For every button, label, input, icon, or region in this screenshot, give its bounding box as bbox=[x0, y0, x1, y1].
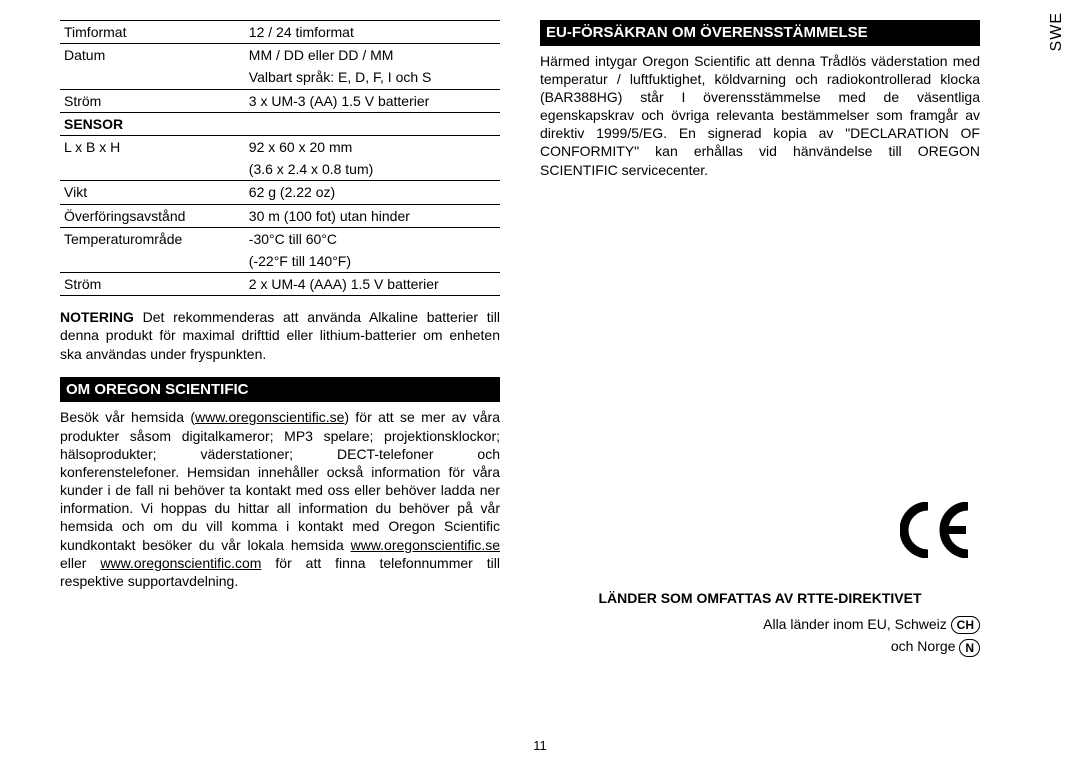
page-number: 11 bbox=[533, 738, 547, 753]
country-code-ch: CH bbox=[951, 616, 980, 634]
countries-text: Alla länder inom EU, Schweiz bbox=[763, 616, 951, 632]
spec-label: Datum bbox=[60, 44, 245, 67]
about-text: Besök vår hemsida ( bbox=[60, 409, 195, 425]
countries-text: och Norge bbox=[891, 638, 959, 654]
table-row: Ström3 x UM-3 (AA) 1.5 V batterier bbox=[60, 89, 500, 112]
table-row: (-22°F till 140°F) bbox=[60, 250, 500, 273]
table-row: DatumMM / DD eller DD / MM bbox=[60, 44, 500, 67]
about-text: eller bbox=[60, 555, 100, 571]
spec-label bbox=[60, 158, 245, 181]
page-content: Timformat12 / 24 timformat DatumMM / DD … bbox=[0, 0, 1080, 668]
spec-value: MM / DD eller DD / MM bbox=[245, 44, 500, 67]
spec-value: 30 m (100 fot) utan hinder bbox=[245, 204, 500, 227]
right-column: EU-FÖRSÄKRAN OM ÖVERENSSTÄMMELSE Härmed … bbox=[540, 20, 980, 658]
spec-label bbox=[60, 250, 245, 273]
eu-heading: EU-FÖRSÄKRAN OM ÖVERENSSTÄMMELSE bbox=[540, 20, 980, 46]
table-row: Timformat12 / 24 timformat bbox=[60, 21, 500, 44]
left-column: Timformat12 / 24 timformat DatumMM / DD … bbox=[60, 20, 500, 658]
countries-line-1: Alla länder inom EU, Schweiz CH bbox=[540, 613, 980, 635]
note-label: NOTERING bbox=[60, 309, 134, 325]
note-paragraph: NOTERING Det rekommenderas att använda A… bbox=[60, 308, 500, 363]
spec-table-main: Timformat12 / 24 timformat DatumMM / DD … bbox=[60, 20, 500, 296]
spec-value: 3 x UM-3 (AA) 1.5 V batterier bbox=[245, 89, 500, 112]
sensor-header: SENSOR bbox=[60, 112, 500, 135]
spec-label: Temperaturområde bbox=[60, 227, 245, 250]
table-row: (3.6 x 2.4 x 0.8 tum) bbox=[60, 158, 500, 181]
spec-label: Överföringsavstånd bbox=[60, 204, 245, 227]
table-section-header: SENSOR bbox=[60, 112, 500, 135]
spec-label: Timformat bbox=[60, 21, 245, 44]
table-row: Temperaturområde-30°C till 60°C bbox=[60, 227, 500, 250]
about-link-2[interactable]: www.oregonscientific.se bbox=[351, 537, 500, 553]
countries-line-2: och Norge N bbox=[540, 635, 980, 657]
ce-mark-icon bbox=[540, 499, 980, 577]
spec-value: (3.6 x 2.4 x 0.8 tum) bbox=[245, 158, 500, 181]
table-row: Valbart språk: E, D, F, I och S bbox=[60, 66, 500, 89]
about-text: ) för att se mer av våra produkter såsom… bbox=[60, 409, 500, 552]
spec-label: Ström bbox=[60, 273, 245, 296]
spec-label: L x B x H bbox=[60, 135, 245, 158]
ce-svg bbox=[900, 502, 980, 558]
language-tab: SWE bbox=[1048, 12, 1066, 51]
about-paragraph: Besök vår hemsida (www.oregonscientific.… bbox=[60, 408, 500, 590]
table-row: L x B x H92 x 60 x 20 mm bbox=[60, 135, 500, 158]
table-row: Vikt62 g (2.22 oz) bbox=[60, 181, 500, 204]
spec-value: (-22°F till 140°F) bbox=[245, 250, 500, 273]
about-heading: OM OREGON SCIENTIFIC bbox=[60, 377, 500, 403]
table-row: Överföringsavstånd30 m (100 fot) utan hi… bbox=[60, 204, 500, 227]
spec-value: Valbart språk: E, D, F, I och S bbox=[245, 66, 500, 89]
country-code-n: N bbox=[959, 639, 980, 657]
spec-value: 92 x 60 x 20 mm bbox=[245, 135, 500, 158]
spec-label: Vikt bbox=[60, 181, 245, 204]
spec-label: Ström bbox=[60, 89, 245, 112]
spec-value: 12 / 24 timformat bbox=[245, 21, 500, 44]
spec-value: 62 g (2.22 oz) bbox=[245, 181, 500, 204]
eu-text: Härmed intygar Oregon Scientific att den… bbox=[540, 52, 980, 179]
spec-value: -30°C till 60°C bbox=[245, 227, 500, 250]
rtte-title: LÄNDER SOM OMFATTAS AV RTTE-DIREKTIVET bbox=[540, 589, 980, 607]
about-link-3[interactable]: www.oregonscientific.com bbox=[100, 555, 261, 571]
countries-block: Alla länder inom EU, Schweiz CH och Norg… bbox=[540, 613, 980, 658]
table-row: Ström2 x UM-4 (AAA) 1.5 V batterier bbox=[60, 273, 500, 296]
spec-value: 2 x UM-4 (AAA) 1.5 V batterier bbox=[245, 273, 500, 296]
about-link-1[interactable]: www.oregonscientific.se bbox=[195, 409, 344, 425]
spec-label bbox=[60, 66, 245, 89]
